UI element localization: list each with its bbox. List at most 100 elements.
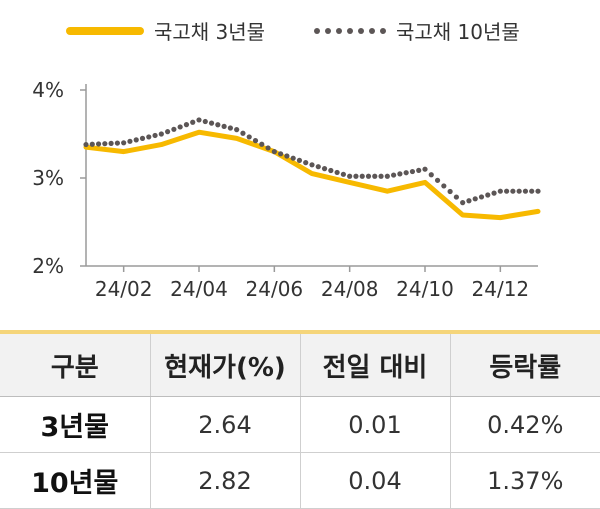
y-tick-label: 4% xyxy=(32,78,64,102)
table-top-border xyxy=(0,330,600,334)
series-3y-line xyxy=(83,129,541,221)
series-10y-dot xyxy=(234,127,240,133)
series-10y-dot xyxy=(472,196,478,202)
series-10y-dot xyxy=(246,134,252,140)
series-10y-dot xyxy=(202,118,208,125)
series-10y-dot xyxy=(522,188,529,194)
y-tick-label: 3% xyxy=(32,166,64,190)
series-10y-dot xyxy=(108,140,114,146)
series-10y-dot xyxy=(152,132,158,139)
series-10y-dot xyxy=(428,172,434,178)
series-10y-dot xyxy=(359,173,365,179)
legend-label-3y: 국고채 3년물 xyxy=(154,20,266,44)
cell-current-3y: 2.64 xyxy=(150,396,301,453)
series-10y-dot xyxy=(397,171,403,177)
series-10y-dot xyxy=(296,157,303,163)
series-10y-dot xyxy=(259,141,265,147)
series-10y-dot xyxy=(102,141,108,147)
x-tick-label: 24/12 xyxy=(472,277,530,301)
series-10y-dot xyxy=(315,164,321,170)
series-10y-dot xyxy=(309,162,315,168)
chart-legend: 국고채 3년물 국고채 10년물 xyxy=(0,0,600,60)
y-tick-label: 2% xyxy=(32,254,64,278)
series-10y-dot xyxy=(303,160,309,166)
series-10y-dot xyxy=(177,124,183,130)
series-10y-dot xyxy=(221,123,227,129)
legend-item-10y: 국고채 10년물 xyxy=(314,16,520,45)
series-10y-dot xyxy=(271,149,277,155)
series-10y-dot xyxy=(478,194,485,200)
table-row: 10년물 2.82 0.04 1.37% xyxy=(0,452,600,509)
series-10y-dot xyxy=(434,177,441,183)
series-10y-dot xyxy=(321,166,328,172)
series-10y-dot xyxy=(171,126,177,132)
legend-label-10y: 국고채 10년물 xyxy=(396,20,520,44)
series-10y-dot xyxy=(447,188,453,195)
series-10y-dot xyxy=(466,198,472,204)
x-tick-label: 24/02 xyxy=(95,277,153,301)
series-10y-dot xyxy=(510,188,516,194)
series-10y-dot xyxy=(183,122,190,128)
series-10y-dot xyxy=(460,200,466,206)
series-10y-dot xyxy=(190,119,196,125)
cell-change-10y: 0.04 xyxy=(300,452,451,509)
header-change: 전일 대비 xyxy=(300,334,451,397)
series-10y-dot xyxy=(127,138,133,144)
legend-dotted-swatch xyxy=(314,27,386,35)
series-10y-dot xyxy=(497,188,503,194)
series-10y-dot xyxy=(504,188,510,194)
series-10y-dot xyxy=(516,188,522,194)
x-tick-label: 24/06 xyxy=(246,277,304,301)
series-10y-dot xyxy=(328,167,334,174)
series-10y-dot xyxy=(491,190,497,196)
table-row: 3년물 2.64 0.01 0.42% xyxy=(0,396,600,453)
series-10y-dot xyxy=(453,194,459,200)
series-10y-dot xyxy=(196,117,202,123)
series-10y-dot xyxy=(340,171,346,177)
x-tick-label: 24/10 xyxy=(396,277,454,301)
legend-item-3y: 국고채 3년물 xyxy=(66,16,265,45)
series-10y-dot xyxy=(146,134,152,140)
cell-rate-3y: 0.42% xyxy=(450,396,600,453)
series-10y-dot xyxy=(95,141,102,147)
header-category: 구분 xyxy=(0,334,151,397)
legend-line-swatch xyxy=(66,26,144,35)
series-10y-dot xyxy=(378,173,384,179)
series-10y-dot xyxy=(422,166,428,172)
series-10y-dot xyxy=(384,173,390,179)
series-10y-dot xyxy=(227,125,233,131)
x-tick-label: 24/04 xyxy=(170,277,228,301)
series-10y-dot xyxy=(441,183,447,189)
series-10y-dot xyxy=(365,173,372,179)
series-10y-dot xyxy=(240,130,246,136)
series-10y-dot xyxy=(252,138,259,144)
yield-table: 구분 현재가(%) 전일 대비 등락률 3년물 2.64 0.01 0.42% … xyxy=(0,334,600,509)
series-10y-dot xyxy=(121,140,127,146)
series-10y-dot xyxy=(535,188,541,194)
series-10y-dot xyxy=(391,172,397,178)
series-10y-dot xyxy=(89,141,95,147)
series-10y-dot xyxy=(334,169,340,176)
series-10y-dot xyxy=(165,129,171,135)
series-10y-dot xyxy=(278,151,284,157)
series-10y-dot xyxy=(372,173,378,179)
series-10y-dot xyxy=(139,135,146,141)
series-10y-dot xyxy=(83,141,89,148)
series-10y-dot xyxy=(416,167,422,173)
series-10y-dot xyxy=(485,192,491,198)
table-header-row: 구분 현재가(%) 전일 대비 등락률 xyxy=(0,334,600,397)
header-change-rate: 등락률 xyxy=(450,334,600,397)
cell-current-10y: 2.82 xyxy=(150,452,301,509)
series-10y-dot xyxy=(208,120,215,126)
row-label-10y: 10년물 xyxy=(0,452,151,509)
series-10y-dot xyxy=(215,122,221,128)
series-10y-dot xyxy=(409,168,416,175)
series-10y-dot xyxy=(347,173,353,179)
series-10y-dot xyxy=(114,140,120,146)
series-10y-dot xyxy=(353,173,359,179)
cell-rate-10y: 1.37% xyxy=(450,452,600,509)
series-10y-dot xyxy=(529,188,535,194)
row-label-3y: 3년물 xyxy=(0,396,151,453)
cell-change-3y: 0.01 xyxy=(300,396,451,453)
series-10y-dot xyxy=(284,153,290,159)
